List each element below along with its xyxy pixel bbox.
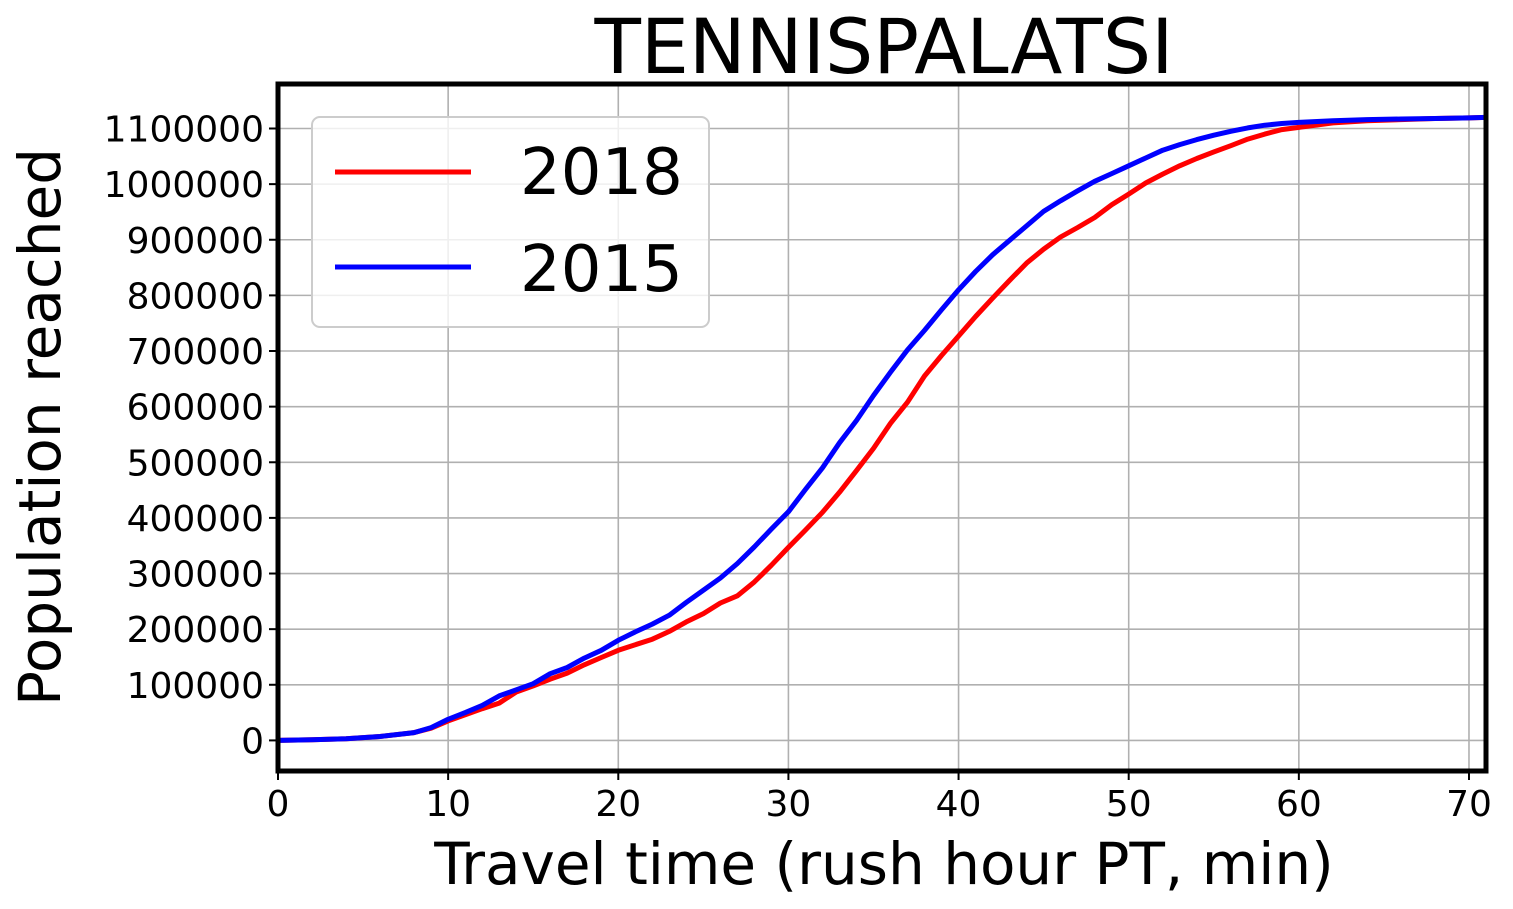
y-tick-label: 400000	[127, 499, 264, 540]
legend-label-2015: 2015	[520, 233, 683, 307]
x-axis-ticks: 0 10 20 30 40 50 60 70	[267, 771, 1492, 825]
y-axis-label: Population reached	[6, 148, 74, 706]
x-tick-label: 40	[936, 784, 982, 825]
y-tick-label: 1100000	[104, 110, 264, 151]
x-tick-label: 70	[1446, 784, 1492, 825]
x-axis-label: Travel time (rush hour PT, min)	[433, 830, 1334, 898]
x-tick-label: 10	[425, 784, 471, 825]
legend: 2018 2015	[311, 116, 710, 328]
y-tick-label: 200000	[127, 610, 264, 651]
plot-frame	[275, 81, 1489, 774]
y-tick-label: 1000000	[104, 165, 264, 206]
y-tick-label: 700000	[127, 332, 264, 373]
y-tick-label: 0	[241, 721, 264, 762]
x-tick-label: 50	[1106, 784, 1152, 825]
y-tick-label: 500000	[127, 443, 264, 484]
series-lines	[277, 114, 1487, 743]
chart-title: TENNISPALATSI	[593, 2, 1173, 91]
x-tick-label: 0	[267, 784, 290, 825]
series-line-2015	[277, 114, 1487, 743]
x-tick-label: 60	[1276, 784, 1322, 825]
legend-label-2018: 2018	[520, 136, 683, 210]
x-tick-label: 30	[766, 784, 812, 825]
y-axis-ticks: 0 100000 200000 300000 400000 500000 600000 700…	[104, 110, 278, 762]
y-tick-label: 100000	[127, 666, 264, 707]
x-tick-label: 20	[595, 784, 641, 825]
grid	[277, 84, 1486, 771]
y-tick-label: 600000	[127, 388, 264, 429]
y-tick-label: 300000	[127, 555, 264, 596]
y-tick-label: 800000	[127, 276, 264, 317]
y-tick-label: 900000	[127, 221, 264, 262]
